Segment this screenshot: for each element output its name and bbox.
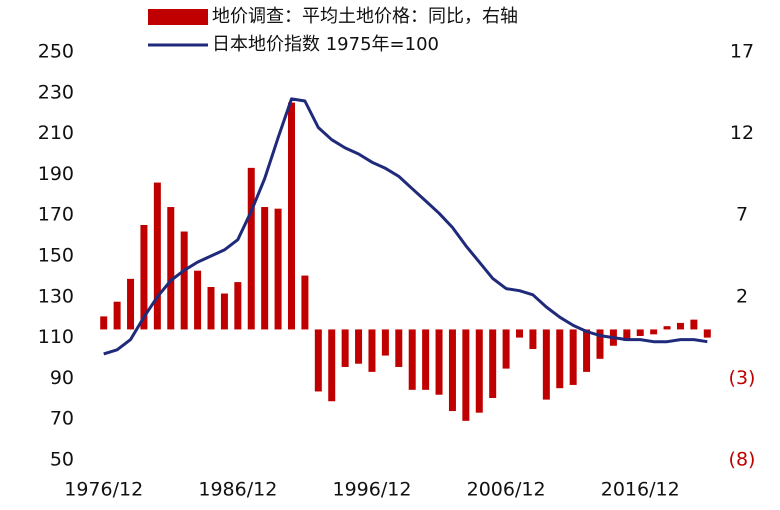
line: [103, 97, 708, 356]
bar: [475, 329, 483, 413]
y2-tick-label: 12: [730, 122, 754, 144]
bar: [368, 329, 376, 372]
bar: [194, 270, 202, 330]
bar: [529, 329, 537, 350]
bar: [542, 329, 550, 400]
bar: [556, 329, 564, 389]
y-tick-label: 90: [50, 367, 74, 389]
y-tick-label: 110: [38, 326, 74, 348]
bar: [636, 329, 644, 336]
y-tick-label: 130: [38, 285, 74, 307]
bar: [220, 293, 228, 330]
bar: [596, 329, 604, 359]
x-tick-label: 1996/12: [332, 479, 411, 501]
bar: [180, 231, 188, 330]
bar: [583, 329, 591, 372]
bar: [422, 329, 430, 390]
bar: [650, 329, 658, 335]
y2-tick-label: (8): [729, 449, 756, 471]
legend-swatch: [148, 9, 208, 25]
bar: [676, 322, 684, 330]
x-tick-label: 2006/12: [467, 479, 546, 501]
bar: [287, 102, 295, 330]
bar: [516, 329, 524, 338]
bar: [314, 329, 322, 392]
y2-tick-label: 17: [730, 41, 754, 63]
y-tick-label: 50: [50, 449, 74, 471]
bar: [153, 182, 161, 330]
bar: [690, 319, 698, 330]
y-tick-label: 210: [38, 122, 74, 144]
bar: [140, 224, 148, 330]
bar: [489, 329, 497, 398]
bar: [381, 329, 389, 356]
bar: [462, 329, 470, 421]
bar: [247, 167, 255, 330]
bar: [341, 329, 349, 367]
bar: [703, 329, 711, 338]
bar: [569, 329, 577, 385]
bar: [167, 207, 175, 330]
bar: [435, 329, 443, 395]
y2-tick-label: 2: [736, 285, 748, 307]
y2-tick-label: 7: [736, 204, 748, 226]
bar: [234, 282, 242, 330]
bar: [113, 301, 121, 330]
bar: [261, 207, 269, 330]
y2-tick-label: (3): [729, 367, 756, 389]
bar: [355, 329, 363, 364]
bar: [623, 329, 631, 341]
y-tick-label: 190: [38, 163, 74, 185]
legend-label: 地价调查：平均土地价格：同比，右轴: [212, 6, 518, 27]
y-tick-label: 70: [50, 408, 74, 430]
bar: [448, 329, 456, 412]
legend-label: 日本地价指数 1975年=100: [212, 34, 439, 55]
bar: [408, 329, 416, 390]
y-tick-label: 230: [38, 81, 74, 103]
bar: [395, 329, 403, 367]
bar: [663, 326, 671, 330]
bar: [127, 278, 135, 330]
x-tick-label: 2016/12: [601, 479, 680, 501]
y-tick-label: 170: [38, 204, 74, 226]
bar: [328, 329, 336, 402]
y-tick-label: 150: [38, 245, 74, 267]
bar: [502, 329, 510, 369]
bar: [301, 275, 309, 330]
x-tick-label: 1986/12: [198, 479, 277, 501]
bar: [100, 316, 108, 330]
x-tick-label: 1976/12: [64, 479, 143, 501]
bar: [207, 287, 215, 330]
bar: [274, 208, 282, 330]
y-tick-label: 250: [38, 41, 74, 63]
